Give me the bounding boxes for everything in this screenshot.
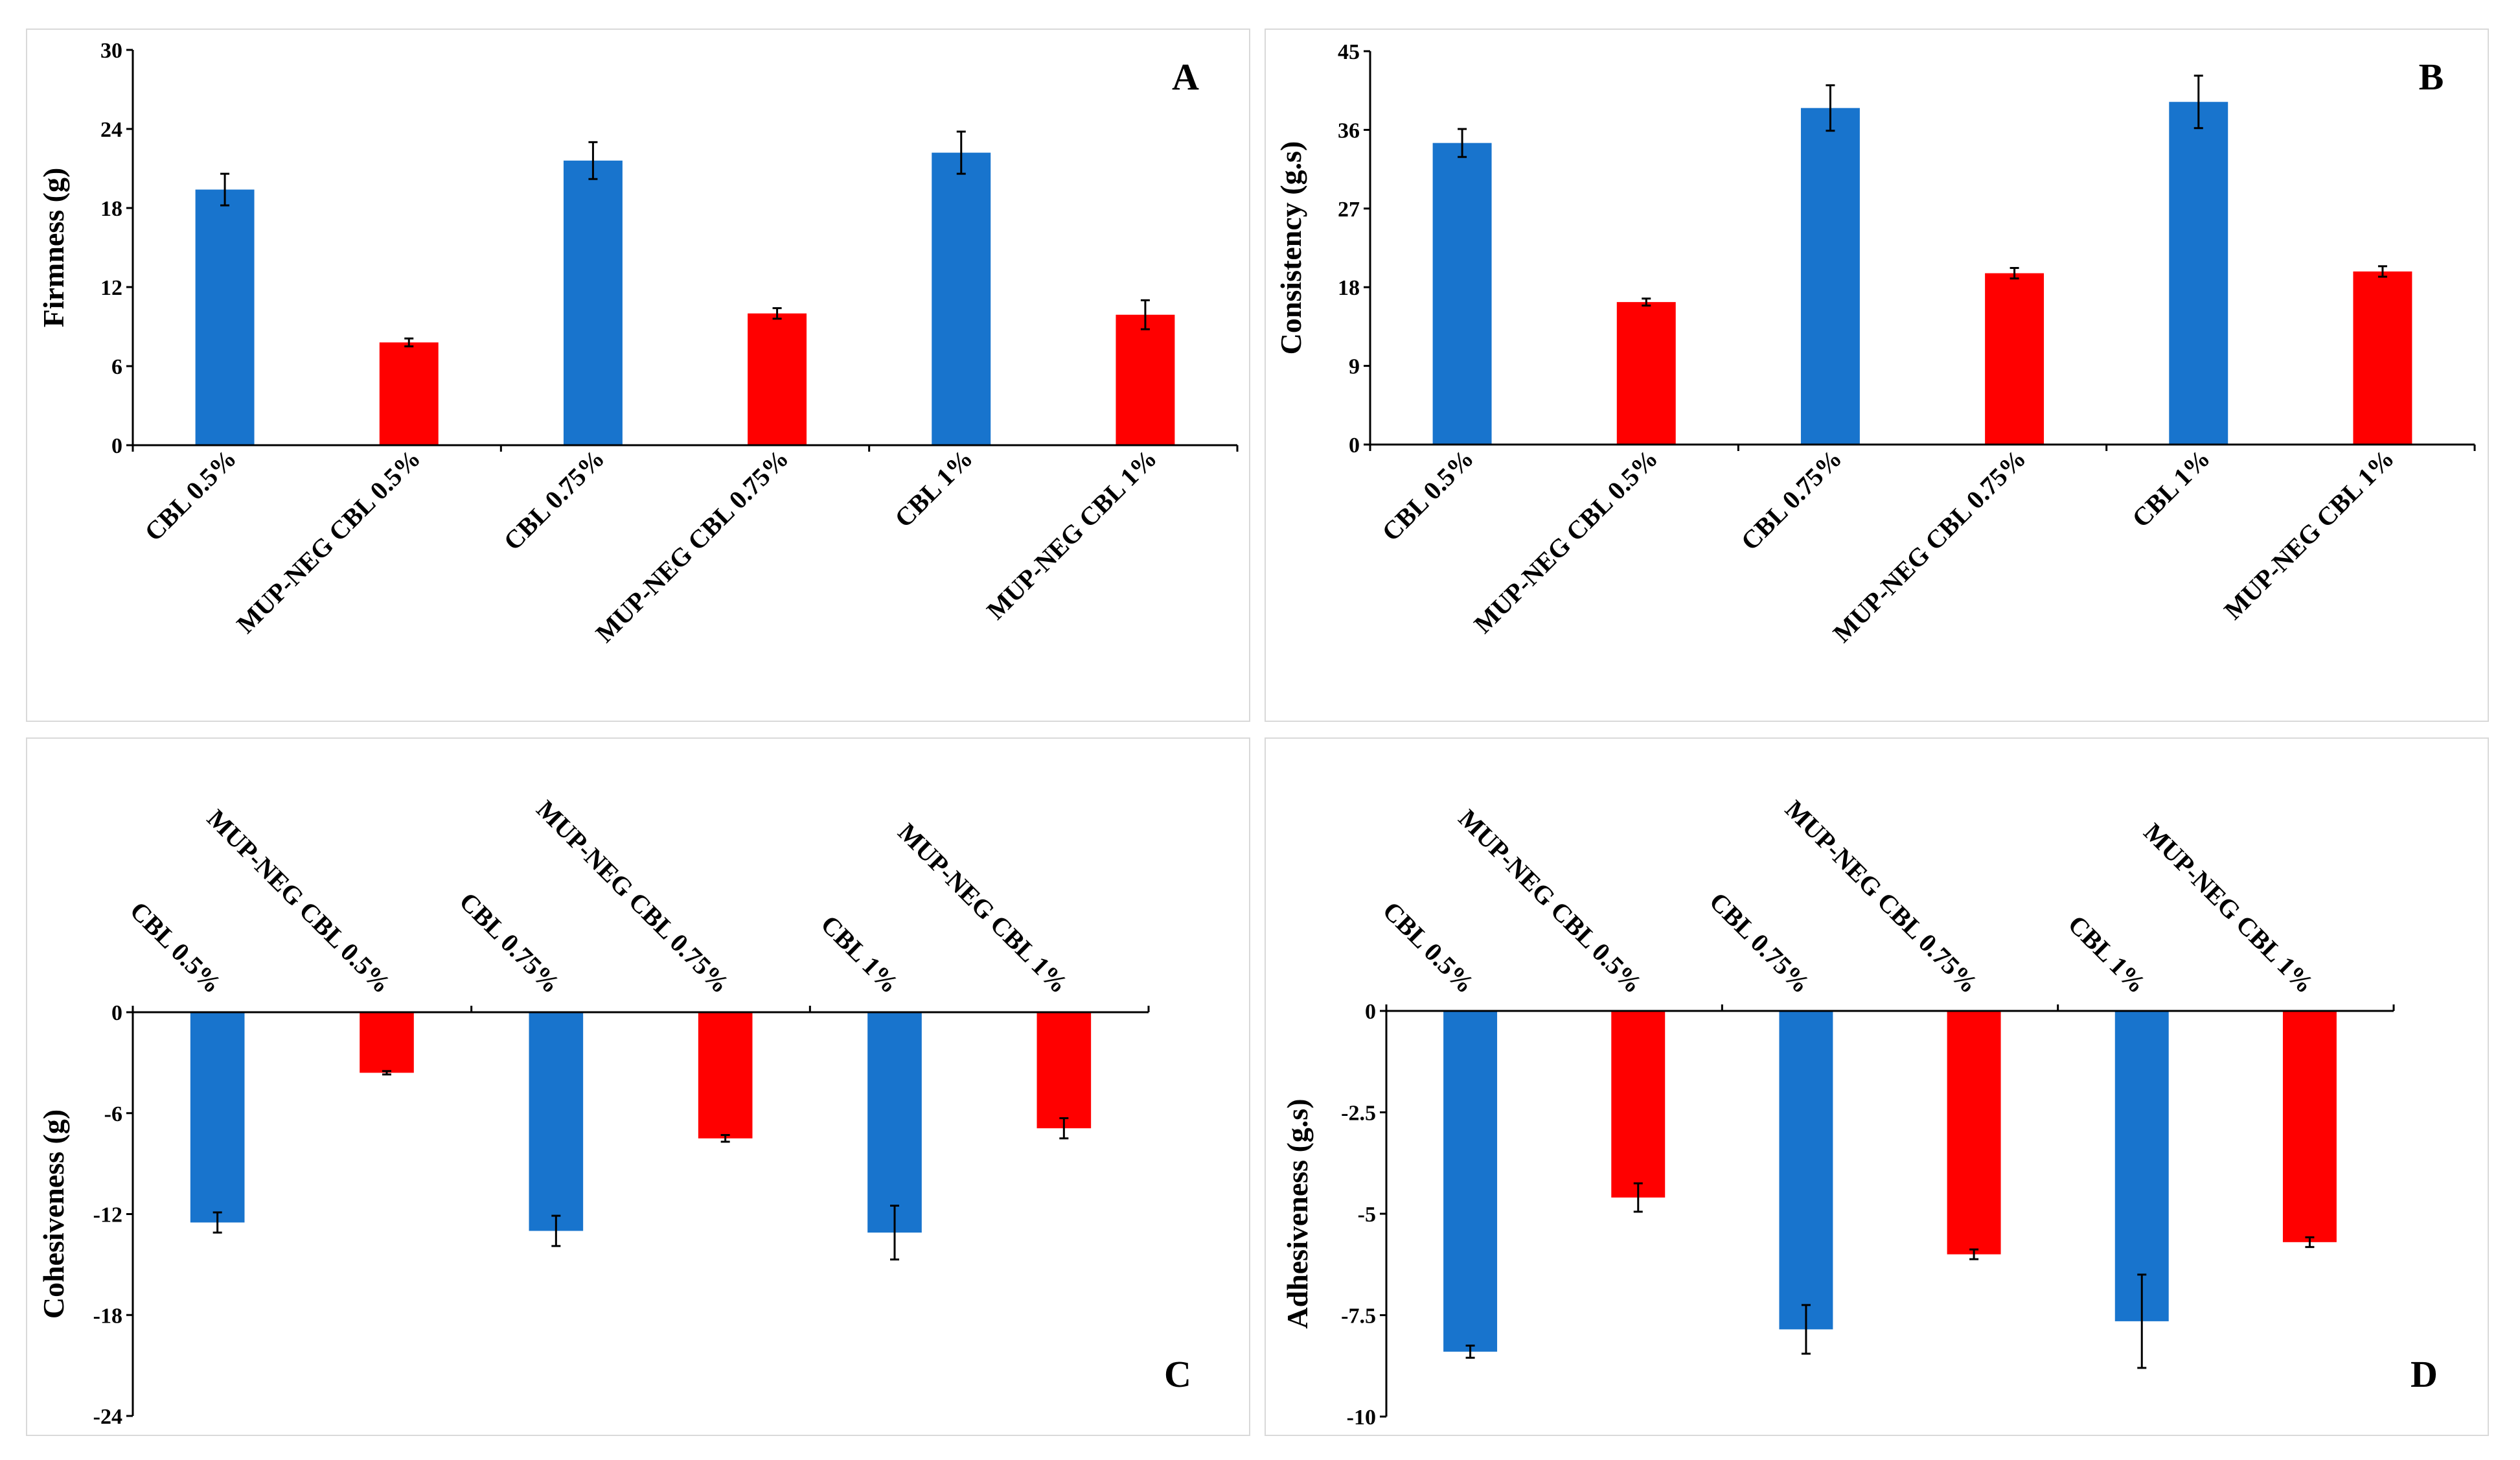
y-tick-label: 0: [1349, 434, 1360, 458]
y-tick-label: -24: [93, 1405, 122, 1429]
bar: [529, 1012, 584, 1231]
bar: [2353, 271, 2412, 445]
y-tick-label: 0: [111, 1001, 122, 1025]
bar: [698, 1012, 753, 1139]
bar: [1947, 1011, 2001, 1255]
y-tick-label: -6: [104, 1102, 122, 1126]
y-tick-label: -2.5: [1341, 1102, 1376, 1126]
category-label: CBL 1%: [889, 444, 978, 533]
category-label: MUP-NEG CBL 0.75%: [590, 444, 794, 648]
bar: [1779, 1011, 1833, 1330]
y-tick-label: 36: [1338, 119, 1360, 143]
y-axis-title: Cohesiveness (g): [37, 1109, 70, 1319]
y-tick-label: 0: [111, 434, 122, 458]
bar: [379, 342, 439, 445]
panel-letter: C: [1164, 1353, 1191, 1395]
bar: [1443, 1011, 1498, 1352]
y-tick-label: 18: [100, 197, 122, 221]
bar: [748, 313, 807, 445]
y-axis-title: Adhesiveness (g.s): [1281, 1098, 1314, 1328]
y-tick-label: 27: [1338, 198, 1360, 222]
bar: [932, 152, 991, 445]
bar: [867, 1012, 922, 1233]
bar: [1037, 1012, 1092, 1129]
chart-c: CBL 0.5%MUP-NEG CBL 0.5% CBL 0.75%MUP-NEG…: [37, 794, 1191, 1429]
chart-a: CBL 0.5%MUP-NEG CBL 0.5% CBL 0.75%MUP-NEG…: [37, 39, 1239, 648]
y-tick-label: 30: [100, 39, 122, 63]
category-label: CBL 1%: [2063, 909, 2152, 999]
y-tick-label: -12: [93, 1203, 122, 1227]
y-axis-title: Firmness (g): [37, 168, 70, 328]
y-tick-label: 45: [1338, 40, 1360, 64]
category-label: CBL 0.5%: [139, 444, 242, 547]
chart-b: CBL 0.5%MUP-NEG CBL 0.5% CBL 0.75%MUP-NEG…: [1274, 40, 2476, 648]
category-label: CBL 0.5%: [124, 896, 227, 999]
category-label: MUP-NEG CBL 1%: [2218, 444, 2400, 625]
category-label: CBL 0.5%: [1376, 444, 1479, 547]
category-label: CBL 1%: [2126, 444, 2216, 533]
bar: [563, 160, 623, 446]
y-axis-title: Consistency (g.s): [1274, 141, 1307, 355]
y-tick-label: -7.5: [1341, 1304, 1376, 1328]
bar: [1616, 302, 1676, 445]
category-label: MUP-NEG CBL 1%: [981, 444, 1162, 625]
y-tick-label: 6: [111, 355, 122, 379]
category-label: CBL 0.75%: [1704, 886, 1816, 999]
bar: [1800, 108, 1860, 445]
bar: [1432, 143, 1492, 445]
category-label: MUP-NEG CBL 0.5%: [1468, 444, 1663, 639]
chart-d: CBL 0.5%MUP-NEG CBL 0.5% CBL 0.75%MUP-NEG…: [1281, 794, 2438, 1430]
category-label: MUP-NEG CBL 0.75%: [1827, 444, 2031, 648]
y-tick-label: 18: [1338, 276, 1360, 300]
y-tick-label: -18: [93, 1304, 122, 1328]
category-label: CBL 0.75%: [498, 444, 610, 556]
bar: [195, 189, 255, 445]
panel-letter: A: [1172, 56, 1199, 98]
y-tick-label: 24: [100, 118, 122, 142]
y-tick-label: 0: [1365, 1000, 1376, 1024]
category-label: MUP-NEG CBL 1%: [893, 817, 1074, 999]
y-tick-label: 9: [1349, 355, 1360, 379]
bar: [190, 1012, 245, 1223]
bar: [2114, 1011, 2169, 1321]
category-label: MUP-NEG CBL 0.75%: [531, 794, 735, 999]
panel-letter: B: [2419, 56, 2444, 98]
category-label: MUP-NEG CBL 0.5%: [231, 444, 426, 639]
category-label: MUP-NEG CBL 0.5%: [201, 804, 396, 999]
category-label: MUP-NEG CBL 0.5%: [1453, 804, 1648, 999]
panel-letter: D: [2411, 1353, 2438, 1395]
category-label: MUP-NEG CBL 0.75%: [1780, 794, 1984, 999]
category-label: MUP-NEG CBL 1%: [2138, 817, 2320, 999]
category-label: CBL 1%: [816, 909, 905, 999]
category-label: CBL 0.75%: [454, 886, 566, 999]
bar: [1116, 314, 1175, 445]
category-label: CBL 0.75%: [1735, 444, 1848, 556]
bar: [2282, 1011, 2337, 1242]
bar: [360, 1012, 414, 1073]
bar: [2169, 102, 2228, 445]
bar: [1611, 1011, 1666, 1198]
category-label: CBL 0.5%: [1377, 896, 1480, 999]
y-tick-label: 12: [100, 276, 122, 300]
y-tick-label: -10: [1347, 1406, 1376, 1430]
y-tick-label: -5: [1358, 1203, 1376, 1227]
bar: [1985, 273, 2045, 445]
